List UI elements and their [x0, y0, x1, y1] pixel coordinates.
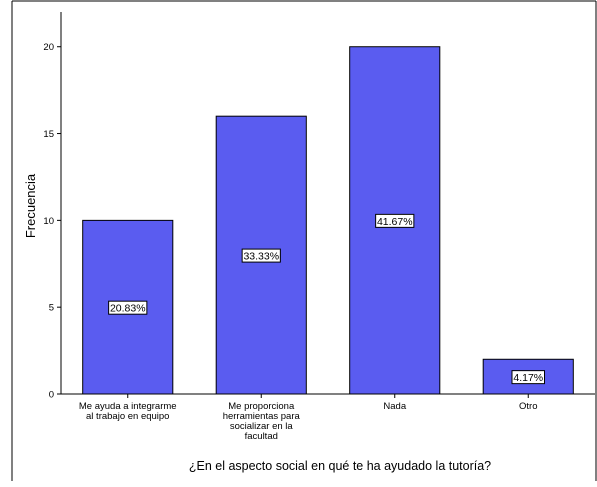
- data-label: 33.33%: [243, 251, 279, 263]
- data-label-box: [375, 213, 415, 228]
- y-tick-label: 20: [43, 42, 54, 53]
- y-axis-ticks: 0 5 10 15 20: [43, 42, 61, 401]
- data-label-box: [108, 300, 148, 315]
- y-tick-label: 15: [43, 129, 54, 140]
- x-category-label: Me proporciona herramientas para socializa…: [223, 401, 301, 442]
- data-label-box: [241, 248, 281, 263]
- data-label: 41.67%: [377, 216, 413, 228]
- x-category-label: Me ayuda a integrarme al trabajo en equip…: [79, 401, 177, 422]
- chart-border: [11, 0, 597, 481]
- y-tick-label: 5: [49, 303, 54, 314]
- data-label: 4.17%: [513, 372, 543, 384]
- x-category-label: Nada: [383, 401, 406, 412]
- data-label: 20.83%: [110, 303, 146, 315]
- data-label-box: [511, 370, 545, 385]
- y-axis-title: Frecuencia: [23, 173, 38, 238]
- y-tick-label: 0: [49, 390, 54, 401]
- x-category-label: Otro: [519, 401, 537, 412]
- y-tick-label: 10: [43, 216, 54, 227]
- x-axis-category-labels: Me ayuda a integrarme al trabajo en equip…: [79, 394, 537, 442]
- bars-group: 20.83% 33.33% 41.67% 4.17%: [82, 46, 574, 395]
- x-axis-title: ¿En el aspecto social en qué te ha ayuda…: [189, 459, 491, 473]
